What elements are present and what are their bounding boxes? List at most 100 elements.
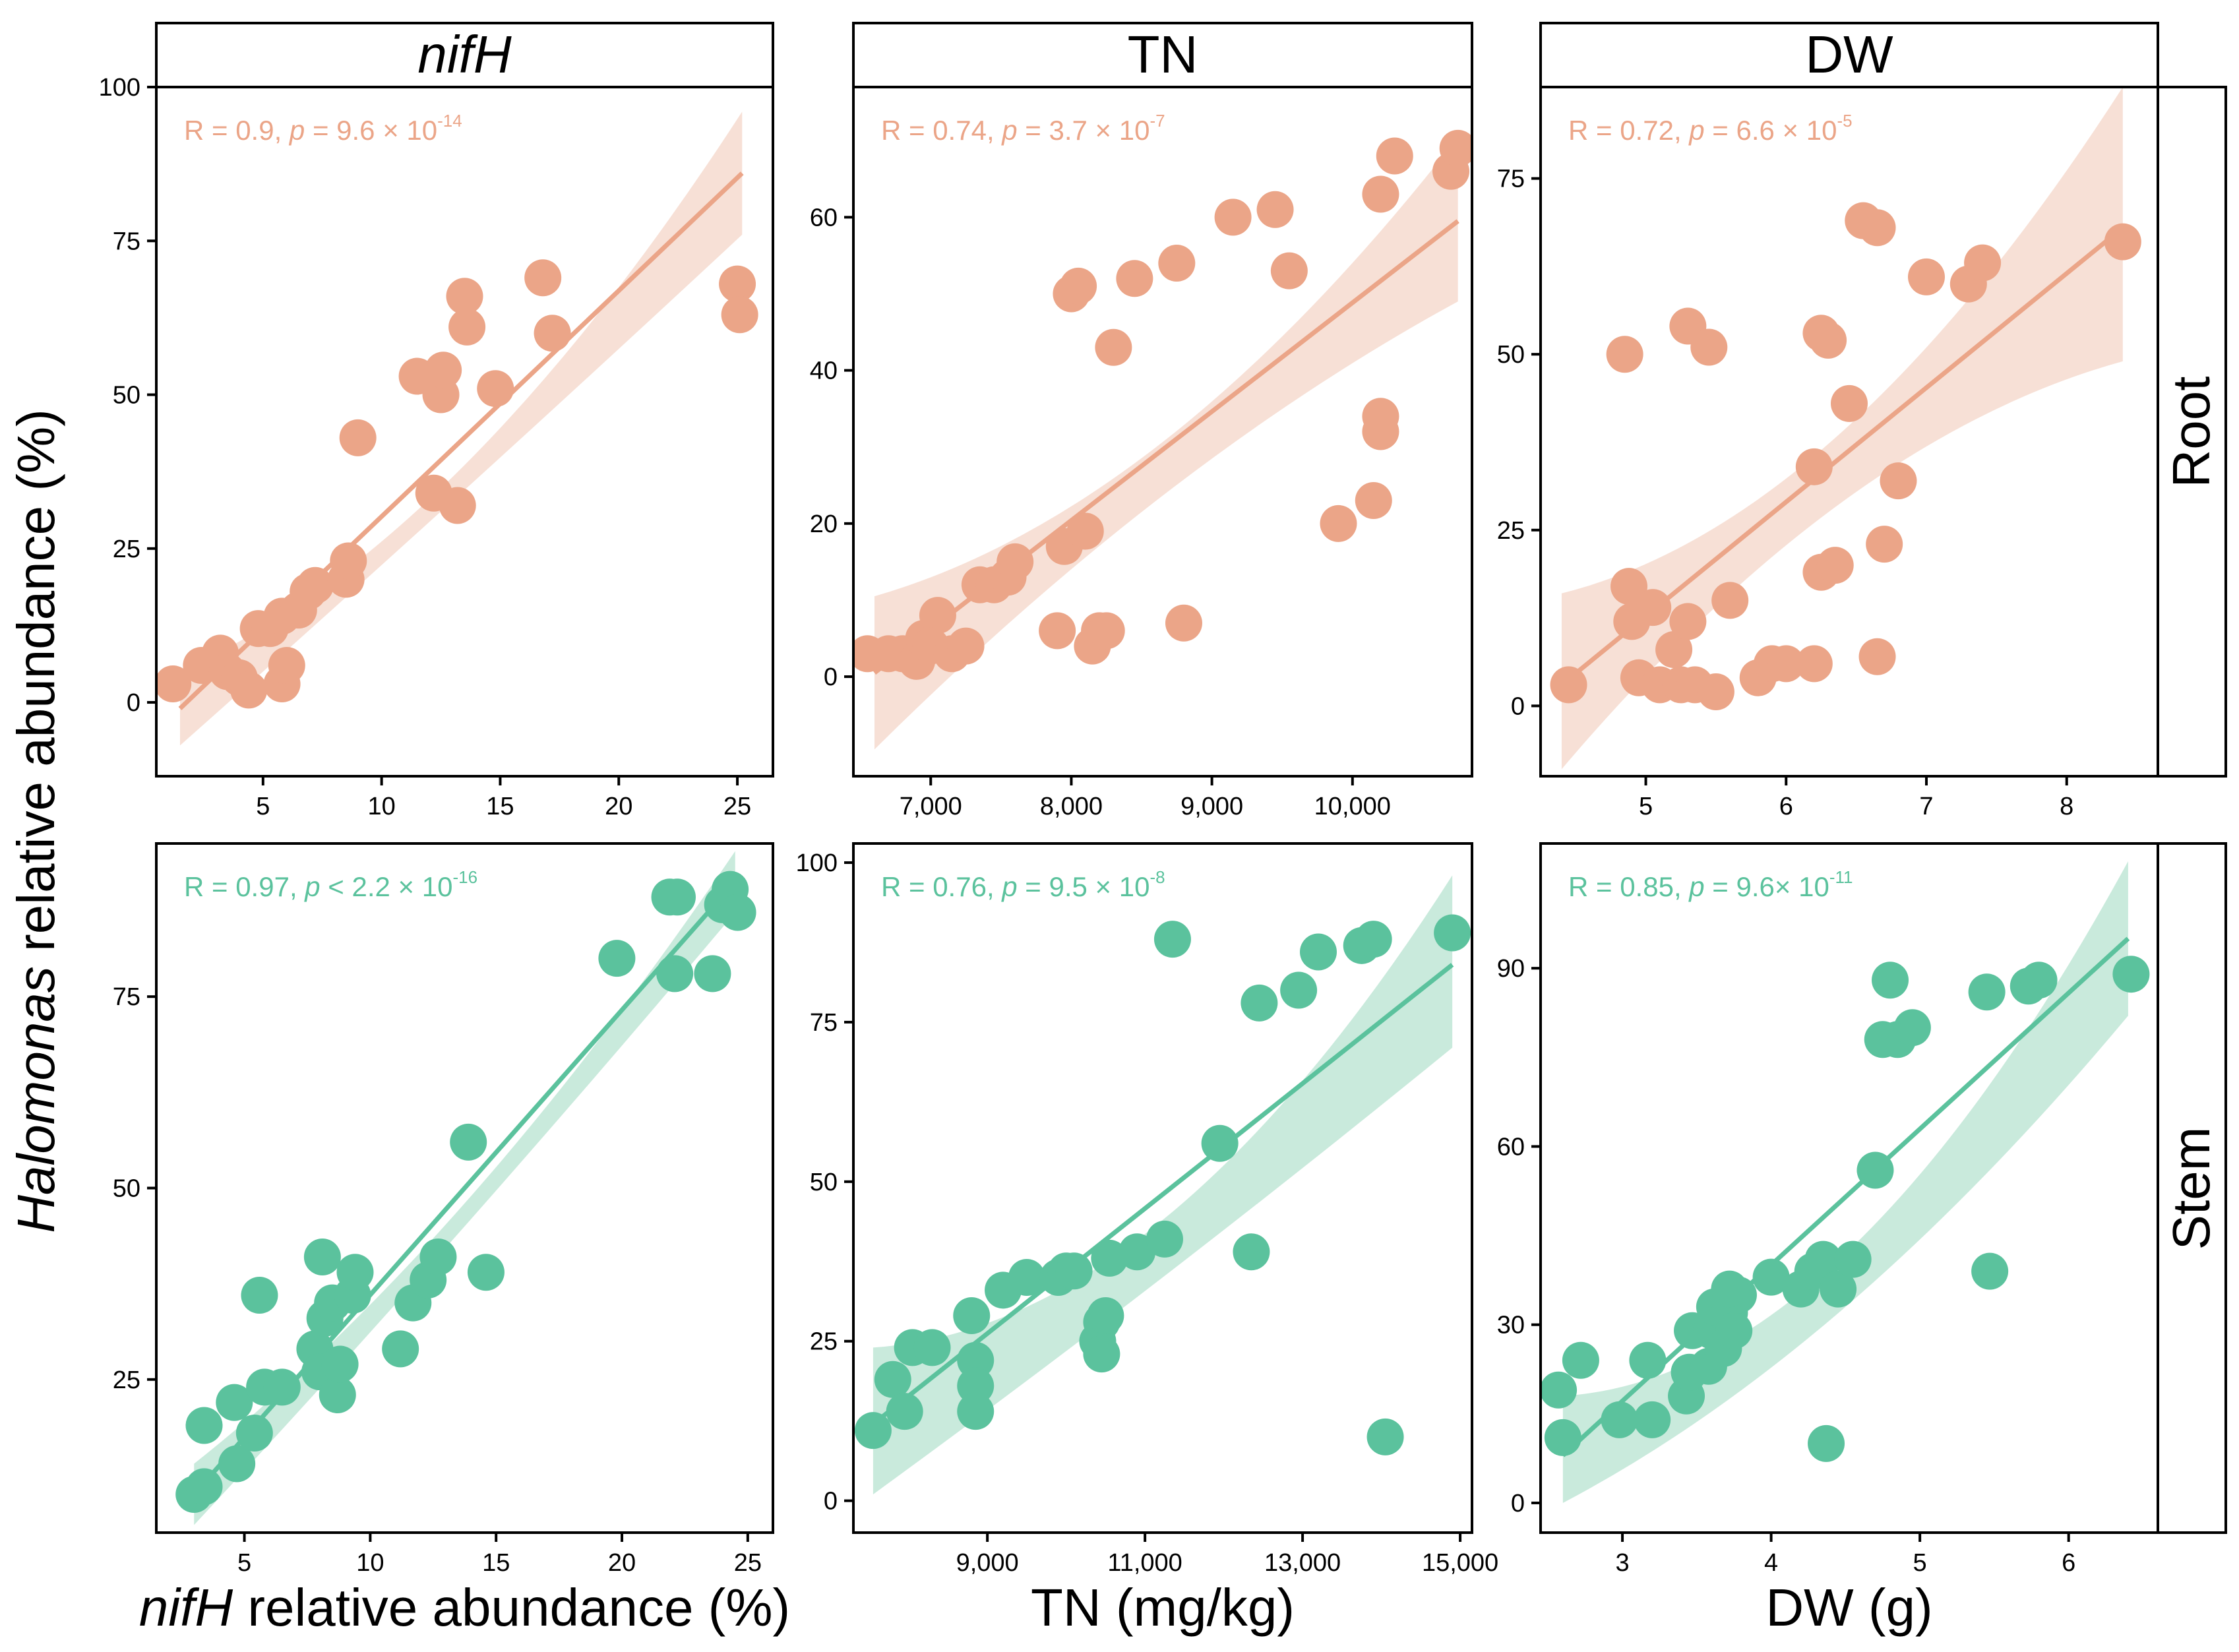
strip-header-box (155, 22, 774, 88)
data-point (1233, 1233, 1270, 1271)
y-tick-label: 75 (113, 228, 140, 255)
x-axis-title-italic: nifH (139, 1578, 233, 1637)
data-point (185, 1407, 223, 1444)
data-point (1711, 1270, 1748, 1308)
stat-r: R = 0.97, (184, 871, 305, 902)
data-point (1320, 505, 1357, 542)
stat-annotation: R = 0.97, p < 2.2 × 10-16 (184, 867, 477, 902)
data-point (997, 543, 1034, 580)
data-point (319, 1376, 356, 1413)
data-point (216, 1384, 253, 1421)
data-point (598, 940, 636, 977)
data-point (1816, 547, 1854, 584)
confidence-band (873, 875, 1453, 1494)
data-point (235, 1415, 273, 1452)
row-strip-root-label: Root (2162, 377, 2221, 488)
y-tick-label: 25 (1497, 517, 1525, 545)
panel-root-dw: DW 0 25 50 75 5 6 7 8 R = 0.72, p = 6.6 × 10-5 (1497, 22, 2159, 820)
stat-r: R = 0.85, (1568, 871, 1689, 902)
x-tick-label: 25 (734, 1549, 762, 1577)
data-point (336, 1254, 374, 1291)
stat-p-value: = 9.6× 10 (1705, 871, 1829, 902)
data-point (1439, 129, 1472, 167)
data-point (1858, 638, 1896, 675)
data-point (1201, 1124, 1239, 1162)
x-tick-label: 5 (237, 1549, 251, 1577)
data-point (425, 352, 462, 389)
x-tick-label: 25 (723, 793, 751, 820)
data-point (467, 1254, 505, 1291)
data-point (1165, 604, 1202, 642)
y-tick-label: 50 (810, 1169, 838, 1196)
data-point (1541, 1371, 1578, 1409)
stat-p-exponent: -5 (1837, 111, 1852, 131)
data-point (1087, 1297, 1124, 1335)
confidence-band (874, 137, 1458, 750)
stat-r: R = 0.72, (1568, 115, 1689, 146)
x-tick-label: 5 (1639, 793, 1653, 820)
x-tick-label: 8 (2060, 793, 2073, 820)
x-tick-label: 20 (605, 793, 632, 820)
data-point (1697, 673, 1734, 711)
row-strip-stem-label: Stem (2162, 1127, 2221, 1250)
data-point (1270, 252, 1308, 290)
data-point (886, 1393, 923, 1430)
data-point (1711, 582, 1749, 619)
data-point (268, 647, 305, 685)
data-point (303, 1239, 341, 1275)
data-point (1158, 245, 1196, 282)
data-point (419, 1239, 457, 1275)
data-point (1752, 1258, 1790, 1296)
x-axis-title: TN (mg/kg) (1031, 1578, 1295, 1637)
data-point (1299, 933, 1337, 971)
data-point (1804, 1240, 1842, 1278)
data-point (874, 1361, 911, 1398)
strip-header-title: nifH (417, 25, 511, 84)
y-tick-label: 75 (810, 1009, 838, 1037)
data-point (1362, 398, 1399, 435)
stat-annotation: R = 0.76, p = 9.5 × 10-8 (881, 867, 1165, 902)
stat-p-symbol: p (1688, 871, 1704, 902)
stat-p-exponent: -11 (1829, 867, 1853, 887)
data-point (218, 1445, 256, 1483)
x-tick-label: 6 (1779, 793, 1793, 820)
data-point (658, 878, 696, 916)
confidence-band (1562, 861, 2128, 1503)
data-point (1858, 209, 1896, 247)
data-point (1434, 914, 1471, 952)
row-strip-stem-box (2157, 842, 2227, 1534)
x-tick-label: 9,000 (956, 1549, 1019, 1577)
y-axis-title: Halomonas relative abundance (%) (7, 409, 65, 1233)
stat-p-exponent: -8 (1150, 867, 1165, 887)
data-point (1366, 1418, 1404, 1455)
panel-stem-dw: 0 30 60 90 3 4 5 6 R = 0.85, p = 9.6× 10-11 DW (g… (1497, 842, 2159, 1637)
x-axis-title-rest: relative abundance (%) (233, 1578, 790, 1637)
data-point (719, 265, 756, 303)
data-point (1655, 631, 1693, 669)
stat-annotation: R = 0.74, p = 3.7 × 10-7 (881, 111, 1165, 146)
stat-annotation: R = 0.9, p = 9.6 × 10-14 (184, 111, 462, 146)
data-point (1669, 603, 1707, 640)
strip-header-box (852, 22, 1473, 88)
x-tick-label: 4 (1764, 1549, 1778, 1577)
data-point (1606, 336, 1643, 373)
data-point (947, 627, 985, 665)
stat-p-value: = 3.7 × 10 (1018, 115, 1150, 146)
panel-border (1539, 842, 2159, 1534)
y-tick-label: 25 (810, 1328, 838, 1356)
stat-p-symbol: p (1688, 115, 1704, 146)
strip-header-title: TN (1128, 25, 1198, 84)
stat-p-exponent: -16 (452, 867, 477, 887)
data-point (1055, 1252, 1093, 1290)
data-point (1550, 666, 1587, 704)
y-tick-label: 90 (1497, 955, 1525, 983)
data-point (185, 1468, 223, 1506)
y-tick-label: 60 (810, 204, 838, 231)
y-tick-label: 0 (1511, 1490, 1525, 1517)
x-tick-label: 3 (1615, 1549, 1629, 1577)
data-point (448, 308, 486, 346)
data-point (1214, 199, 1252, 236)
data-point (1376, 137, 1413, 175)
